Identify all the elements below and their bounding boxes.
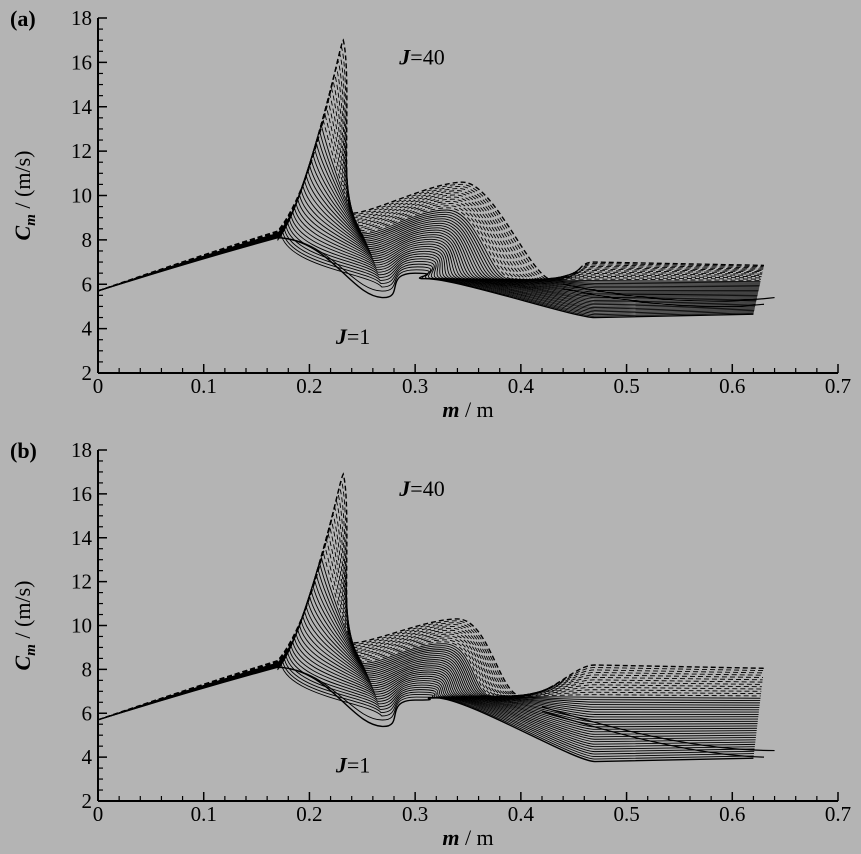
- series-j-4: [98, 660, 755, 755]
- annotation-j1: J=1: [335, 752, 370, 777]
- series-j-29: [98, 112, 762, 292]
- series-j-24: [98, 142, 760, 292]
- x-tick-label: 0.5: [613, 374, 639, 398]
- series-j-17: [98, 179, 758, 296]
- extra-curve-2: [541, 710, 765, 758]
- series-j-32: [98, 93, 762, 292]
- x-tick-label: 0.4: [508, 374, 535, 398]
- x-tick-label: 0.7: [825, 374, 851, 398]
- y-tick-label: 10: [71, 614, 92, 638]
- x-tick-label: 0.1: [191, 802, 217, 826]
- x-tick-label: 0.3: [402, 374, 428, 398]
- x-axis-title: m / m: [442, 397, 493, 422]
- y-tick-label: 18: [71, 6, 92, 30]
- y-axis-title: Cm / (m/s): [10, 581, 39, 671]
- series-j-40: [98, 38, 765, 292]
- panel-label: (a): [10, 6, 36, 31]
- y-tick-label: 4: [82, 745, 93, 769]
- chart-panel-a: 0 0.1 0.2 0.3 0.4 0.5 0.6 0.7 2 4 6 8 10 12 14 16 18 (a) m…: [10, 6, 851, 422]
- y-tick-label: 8: [82, 228, 93, 252]
- series-j-40: [98, 472, 765, 721]
- x-tick-label: 0.2: [296, 802, 322, 826]
- y-tick-label: 8: [82, 657, 93, 681]
- extra-curve-2: [563, 288, 765, 308]
- extra-curve-1: [563, 283, 775, 302]
- x-tick-label: 0: [93, 374, 104, 398]
- x-axis-title: m / m: [442, 825, 493, 850]
- annotation-j1: J=1: [335, 324, 370, 349]
- y-tick-label: 16: [71, 482, 92, 506]
- series-j-23: [98, 147, 760, 292]
- y-tick-label: 18: [71, 438, 92, 462]
- series-j-38: [98, 486, 764, 721]
- y-tick-label: 6: [82, 272, 93, 296]
- y-tick-label: 2: [82, 789, 93, 813]
- x-tick-label: 0.5: [613, 802, 639, 826]
- x-tick-label: 0.3: [402, 802, 428, 826]
- y-tick-label: 14: [71, 95, 93, 119]
- curve-family: [98, 38, 775, 319]
- y-tick-label: 6: [82, 701, 93, 725]
- series-j-26: [98, 130, 761, 292]
- series-j-32: [98, 526, 762, 721]
- series-j-38: [98, 53, 764, 292]
- y-tick-label: 16: [71, 50, 92, 74]
- x-tick-label: 0.1: [191, 374, 217, 398]
- series-j-16: [98, 615, 758, 725]
- y-tick-label: 12: [71, 139, 92, 163]
- series-j-27: [98, 556, 761, 721]
- extra-curve-1: [541, 706, 775, 752]
- x-tick-label: 0.6: [719, 374, 745, 398]
- y-tick-label: 10: [71, 184, 92, 208]
- series-j-31: [98, 532, 762, 721]
- chart-panel-b: 0 0.1 0.2 0.3 0.4 0.5 0.6 0.7 2 4 6 8 10 12 14 16 18 (b) m…: [10, 438, 851, 850]
- series-j-39: [98, 479, 764, 721]
- panel-label: (b): [10, 438, 37, 463]
- series-j-20: [98, 595, 759, 721]
- annotation-j40: J=40: [398, 476, 444, 501]
- x-tick-label: 0.7: [825, 802, 851, 826]
- y-tick-label: 12: [71, 570, 92, 594]
- y-tick-label: 4: [82, 317, 93, 341]
- y-tick-label: 14: [71, 526, 93, 550]
- x-tick-label: 0.6: [719, 802, 745, 826]
- series-j-21: [98, 590, 759, 721]
- series-j-9: [98, 644, 756, 743]
- y-axis-title: Cm / (m/s): [10, 151, 39, 241]
- series-j-14: [98, 624, 757, 730]
- series-j-10: [98, 641, 756, 740]
- x-tick-label: 0.2: [296, 374, 322, 398]
- y-tick-label: 2: [82, 361, 93, 385]
- curve-family: [98, 472, 775, 763]
- x-tick-label: 0.4: [508, 802, 535, 826]
- annotation-j40: J=40: [398, 45, 444, 70]
- x-tick-label: 0: [93, 802, 104, 826]
